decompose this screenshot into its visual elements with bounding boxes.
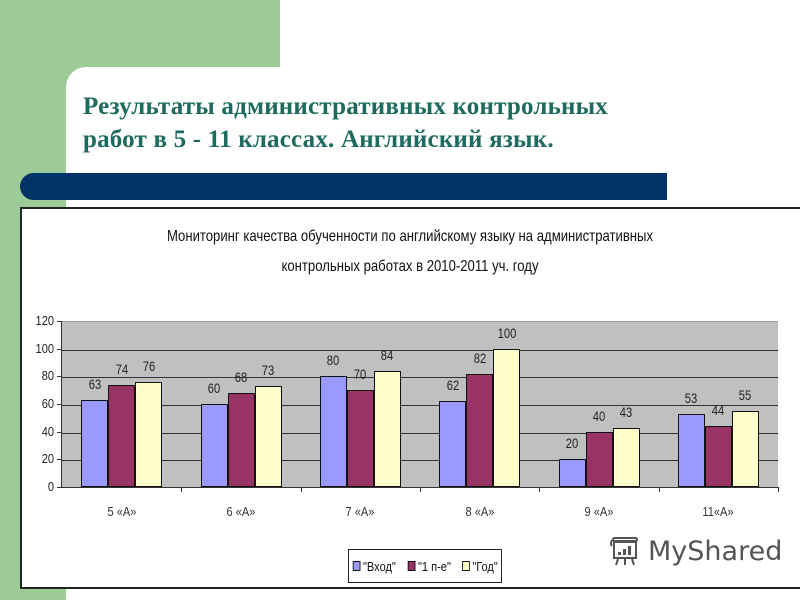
- watermark-text: MyShared: [648, 535, 783, 567]
- bar: [346, 390, 374, 487]
- x-tick-label: 9 «А»: [584, 504, 614, 519]
- decorative-navy-bar: [20, 173, 667, 200]
- slide-title: Результаты административных контрольных …: [83, 90, 763, 156]
- x-tick-label: 6 «А»: [226, 504, 256, 519]
- y-tick-mark: [57, 487, 62, 488]
- data-label: 80: [327, 352, 340, 369]
- bar: [254, 386, 282, 487]
- gridline: [62, 405, 778, 406]
- bar: [439, 401, 467, 487]
- data-label: 62: [446, 377, 459, 394]
- chart-title-line-1: Мониторинг качества обученности по англи…: [166, 228, 654, 245]
- data-label: 84: [381, 346, 394, 363]
- data-label: 82: [473, 349, 486, 366]
- legend-swatch-icon: [461, 561, 470, 571]
- data-label: 60: [207, 380, 221, 396]
- x-tick-label: 11«А»: [702, 504, 734, 519]
- y-tick-mark: [57, 321, 62, 322]
- bar: [493, 348, 521, 487]
- y-tick-mark: [57, 431, 62, 433]
- bar: [731, 410, 759, 487]
- bar: [466, 373, 494, 487]
- y-tick-label: 120: [35, 313, 54, 328]
- x-tick-label: 7 «А»: [345, 504, 375, 519]
- data-label: 55: [739, 386, 752, 403]
- bar: [677, 413, 705, 487]
- legend-label: "Вход": [363, 558, 397, 574]
- y-tick-mark: [57, 348, 62, 350]
- chart-title: Мониторинг качества обученности по англи…: [156, 222, 664, 282]
- x-tick-mark: [658, 487, 660, 492]
- y-tick-label: 20: [41, 451, 54, 467]
- data-label: 74: [115, 360, 128, 377]
- gridline: [62, 460, 778, 462]
- bar: [135, 381, 163, 487]
- legend-swatch-icon: [407, 561, 416, 571]
- data-label: 100: [497, 324, 516, 341]
- slide-title-line-2: работ в 5 - 11 классах. Английский язык.: [83, 126, 554, 153]
- y-tick-mark: [57, 376, 62, 378]
- legend-label: "Год": [472, 558, 498, 574]
- plot-area: [62, 321, 778, 488]
- x-tick-mark: [300, 487, 302, 492]
- bar: [373, 370, 401, 487]
- bar: [200, 404, 228, 487]
- data-label: 68: [234, 368, 248, 385]
- y-tick-label: 80: [41, 368, 54, 384]
- data-label: 70: [354, 366, 367, 383]
- data-label: 44: [712, 402, 725, 419]
- y-tick-label: 40: [41, 423, 54, 439]
- data-label: 73: [261, 362, 275, 379]
- x-tick-mark: [181, 487, 183, 492]
- data-label: 20: [565, 435, 579, 452]
- legend-item: "Вход": [353, 559, 396, 574]
- data-label: 53: [685, 389, 698, 406]
- bar: [81, 399, 109, 487]
- bar: [704, 426, 732, 487]
- bar: [585, 431, 613, 487]
- y-tick-label: 100: [35, 340, 54, 356]
- y-tick-label: 0: [47, 479, 54, 494]
- y-tick-label: 60: [41, 396, 54, 411]
- bar: [319, 376, 347, 487]
- gridline: [62, 377, 778, 379]
- legend-swatch-icon: [353, 561, 361, 571]
- bar: [108, 384, 136, 487]
- x-tick-mark: [539, 487, 541, 492]
- gridline: [62, 432, 778, 434]
- data-label: 63: [88, 375, 101, 392]
- presentation-board-icon: [610, 537, 638, 566]
- y-tick-mark: [57, 404, 62, 405]
- x-tick-label: 8 «А»: [465, 504, 495, 519]
- x-tick-mark: [778, 487, 779, 492]
- legend-label: "1 п-е": [418, 558, 451, 574]
- data-label: 43: [619, 403, 633, 420]
- legend-item: "1 п-е": [407, 558, 451, 574]
- x-axis: [61, 487, 778, 488]
- gridline: [62, 349, 778, 351]
- bar: [227, 392, 255, 487]
- watermark-logo: MyShared: [608, 534, 782, 568]
- chart-legend: "Вход" "1 п-е" "Год": [348, 549, 502, 583]
- bar: [612, 427, 640, 487]
- y-tick-mark: [57, 459, 62, 461]
- legend-item: "Год": [461, 558, 498, 574]
- x-tick-label: 5 «А»: [107, 504, 137, 519]
- x-tick-mark: [420, 487, 421, 492]
- data-label: 76: [142, 357, 155, 374]
- data-label: 40: [592, 407, 606, 424]
- chart-title-line-2: контрольных работах в 2010-2011 уч. году: [281, 258, 539, 275]
- slide-title-line-1: Результаты административных контрольных: [83, 93, 609, 120]
- bar: [558, 459, 586, 487]
